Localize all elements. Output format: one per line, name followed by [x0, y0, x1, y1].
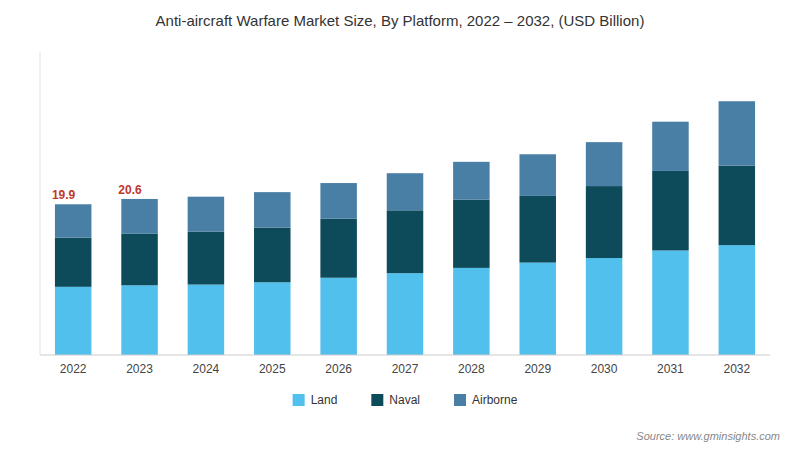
legend-label: Naval	[389, 393, 420, 407]
bar-segment	[719, 101, 756, 165]
bar-segment	[519, 154, 556, 196]
legend-item: Naval	[371, 393, 420, 407]
legend-item: Airborne	[454, 393, 518, 407]
annotation: 19.9	[52, 188, 76, 202]
bar-segment	[254, 192, 290, 228]
legend-item: Land	[293, 393, 338, 407]
x-tick-label: 2024	[193, 362, 220, 376]
bar-segment	[121, 285, 158, 355]
x-axis-line	[40, 355, 770, 356]
bar-segment	[453, 162, 490, 200]
x-tick-label: 2028	[458, 362, 485, 376]
bar-segment	[586, 186, 623, 258]
bar-segment	[188, 197, 225, 232]
bar-segment	[55, 238, 92, 287]
legend-label: Airborne	[472, 393, 518, 407]
legend-swatch	[454, 394, 466, 406]
x-tick-label: 2025	[259, 362, 286, 376]
bar-segment	[719, 245, 756, 355]
y-axis-line	[40, 52, 41, 355]
bar-segment	[320, 278, 357, 355]
x-tick-label: 2032	[723, 362, 750, 376]
bar-segment	[254, 228, 290, 283]
bar-segment	[55, 204, 92, 237]
x-tick-label: 2022	[60, 362, 87, 376]
x-tick-label: 2026	[325, 362, 352, 376]
bar-segment	[387, 173, 424, 210]
bar-segment	[519, 263, 556, 355]
bar-segment	[320, 183, 357, 219]
bar-segment	[652, 171, 689, 251]
bar-segment	[652, 250, 689, 355]
bar-segment	[586, 142, 623, 186]
legend: Land Naval Airborne	[293, 393, 518, 407]
x-tick-label: 2023	[126, 362, 153, 376]
legend-swatch	[293, 394, 305, 406]
bar-segment	[387, 273, 424, 355]
title: Anti-aircraft Warfare Market Size, By Pl…	[156, 12, 645, 29]
x-tick-label: 2031	[657, 362, 684, 376]
bars	[55, 101, 755, 355]
bar-segment	[453, 268, 490, 355]
x-tick-label: 2029	[524, 362, 551, 376]
annotation: 20.6	[118, 183, 142, 197]
bar-segment	[320, 219, 357, 278]
source: Source: www.gminsights.com	[636, 430, 780, 442]
bar-segment	[719, 166, 756, 246]
bar-segment	[519, 196, 556, 263]
bar-segment	[188, 232, 225, 285]
bar-segment	[254, 282, 290, 355]
bar-segment	[586, 258, 623, 355]
legend-swatch	[371, 394, 383, 406]
bar-segment	[453, 200, 490, 268]
chart: Anti-aircraft Warfare Market Size, By Pl…	[0, 0, 800, 450]
bar-segment	[121, 234, 158, 286]
bar-segment	[55, 287, 92, 355]
bar-segment	[652, 122, 689, 171]
bar-segment	[188, 285, 225, 355]
x-tick-label: 2027	[392, 362, 419, 376]
legend-label: Land	[311, 393, 338, 407]
bar-segment	[121, 199, 158, 234]
x-tick-label: 2030	[591, 362, 618, 376]
bar-segment	[387, 210, 424, 273]
